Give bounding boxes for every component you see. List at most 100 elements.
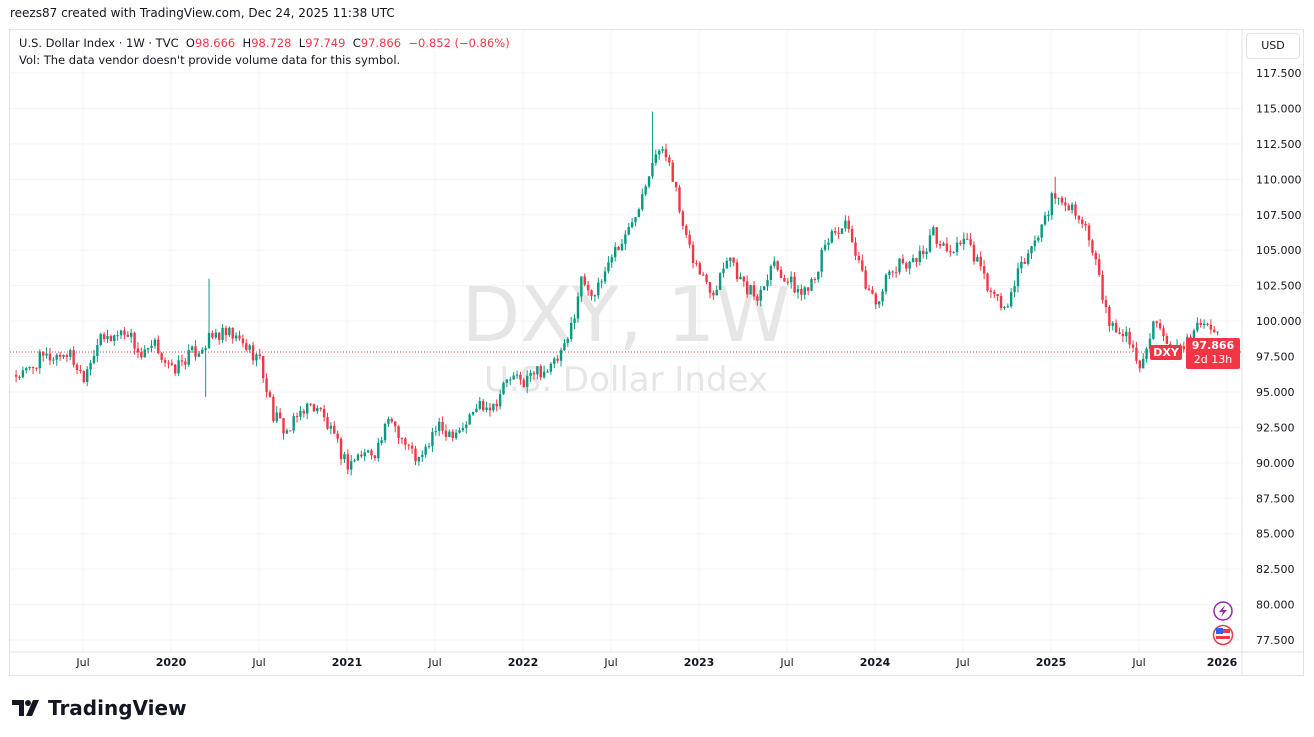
candle-body	[322, 408, 326, 418]
candle-body	[268, 392, 272, 397]
candle-body	[153, 339, 157, 346]
watermark-ticker: DXY, 1W	[462, 270, 791, 359]
candle-body	[431, 431, 434, 447]
candle-body	[150, 345, 153, 348]
candle-body	[451, 431, 454, 438]
candle-body	[441, 421, 444, 431]
candle-body	[140, 352, 143, 358]
candle-body	[177, 360, 180, 374]
candle-body	[881, 291, 884, 302]
candle-body	[505, 379, 509, 383]
candle-body	[786, 281, 790, 283]
symbol-legend: U.S. Dollar Index · 1W · TVC O98.666 H98…	[19, 35, 510, 69]
candle-body	[607, 262, 610, 272]
candle-body	[861, 260, 864, 271]
y-tick-label: 117.500	[1256, 67, 1302, 80]
candle-body	[617, 246, 620, 251]
lightning-icon[interactable]	[1213, 601, 1233, 621]
candle-body	[143, 349, 146, 358]
candle-body	[421, 454, 424, 458]
bar-countdown: 2d 13h	[1193, 353, 1233, 366]
candle-body	[424, 446, 427, 455]
currency-button[interactable]: USD	[1246, 33, 1300, 59]
candle-body	[58, 354, 62, 357]
candle-body	[109, 336, 113, 342]
candle-body	[1087, 225, 1091, 241]
candle-body	[509, 379, 512, 381]
candle-body	[597, 282, 600, 296]
x-tick-label: 2026	[1207, 656, 1238, 669]
candle-body	[356, 454, 360, 461]
candle-body	[512, 375, 515, 380]
candle-body	[996, 294, 999, 297]
candle-body	[21, 370, 25, 378]
candle-body	[25, 368, 28, 371]
candle-body	[353, 460, 356, 462]
low-label: L	[298, 36, 306, 50]
high-value: 98.728	[251, 36, 292, 50]
candle-body	[546, 371, 549, 373]
candle-body	[414, 448, 417, 462]
candle-body	[532, 372, 536, 375]
x-tick-label: Jul	[75, 656, 89, 669]
candle-body	[705, 274, 708, 283]
candle-body	[864, 270, 867, 289]
candle-body	[251, 345, 255, 361]
time-axis: Jul 2020 Jul 2021 Jul 2022 Jul 2023 Jul 2024 Jul 20…	[10, 651, 1304, 669]
candle-body	[1070, 204, 1074, 211]
candle-body	[712, 292, 715, 296]
candle-body	[915, 258, 918, 263]
candle-body	[119, 330, 123, 336]
candle-body	[965, 238, 969, 240]
candle-body	[96, 345, 99, 357]
candle-body	[1145, 348, 1148, 359]
candle-body	[600, 281, 603, 283]
candle-body	[867, 288, 871, 290]
candle-body	[945, 243, 949, 252]
candle-body	[986, 273, 989, 291]
candle-body	[566, 338, 570, 343]
candle-body	[28, 366, 31, 369]
y-tick-label: 115.000	[1256, 102, 1302, 115]
candle-body	[1138, 360, 1142, 369]
candle-body	[157, 339, 160, 354]
candle-body	[180, 360, 184, 362]
candle-body	[1216, 331, 1219, 333]
chart-frame	[9, 29, 1304, 676]
candle-body	[752, 285, 756, 297]
candle-body	[942, 243, 945, 246]
us-flag-icon[interactable]	[1212, 624, 1234, 646]
symbol-title[interactable]: U.S. Dollar Index · 1W · TVC	[19, 36, 179, 50]
candle-body	[1192, 330, 1196, 344]
candle-body	[285, 430, 289, 434]
candle-body	[434, 431, 438, 433]
candle-body	[319, 408, 322, 410]
candle-body	[465, 424, 468, 429]
candle-body	[844, 220, 847, 229]
candle-body	[410, 445, 414, 449]
candle-body	[1081, 219, 1084, 224]
candle-body	[610, 257, 614, 263]
candle-body	[417, 457, 421, 462]
candle-body	[806, 287, 810, 291]
candle-body	[224, 327, 228, 336]
candle-body	[261, 355, 265, 379]
candle-body	[593, 295, 597, 297]
candle-body	[559, 350, 563, 361]
x-tick-label: Jul	[1131, 656, 1145, 669]
candle-body	[427, 446, 431, 448]
candle-body	[197, 353, 201, 357]
candle-body	[231, 327, 234, 339]
candle-body	[299, 410, 302, 417]
candle-body	[681, 211, 685, 226]
candle-body	[184, 361, 187, 365]
candle-body	[133, 332, 136, 349]
candle-body	[69, 350, 72, 357]
candle-body	[55, 354, 58, 360]
tradingview-logo[interactable]: TradingView	[12, 696, 187, 720]
candle-body	[207, 332, 211, 349]
candle-body	[217, 332, 221, 340]
candle-body	[52, 359, 55, 361]
candle-body	[1213, 329, 1216, 333]
